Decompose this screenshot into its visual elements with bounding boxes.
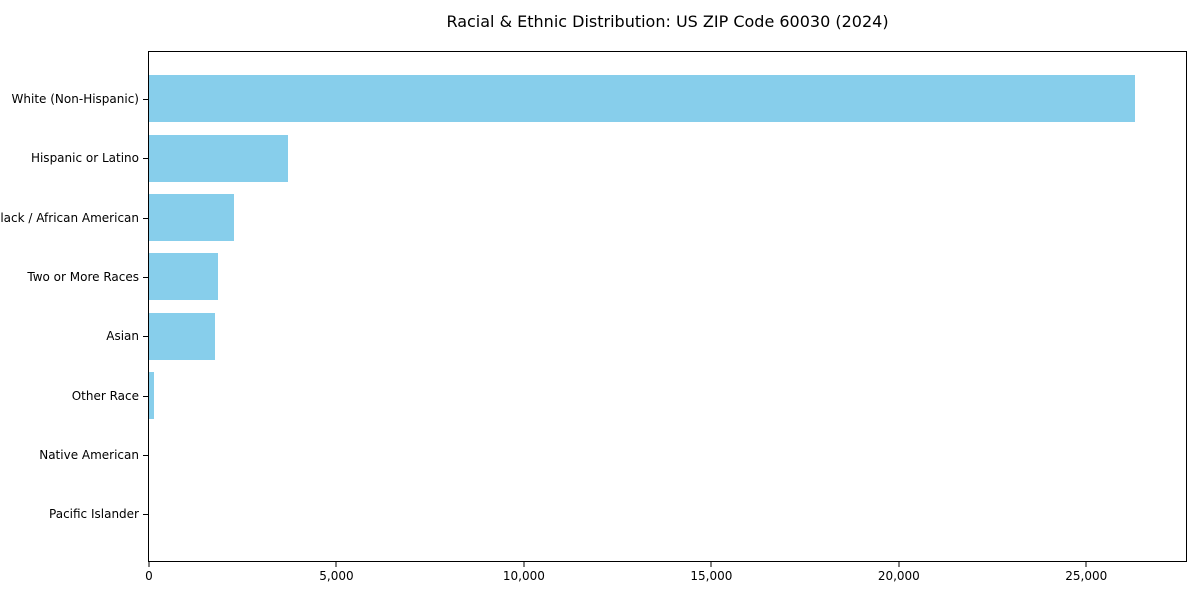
bar-row-two-or-more-races: Two or More Races xyxy=(27,247,1186,306)
x-axis-tick-label: 5,000 xyxy=(319,569,354,583)
x-axis-tick xyxy=(523,562,525,567)
y-axis-label: Two or More Races xyxy=(27,269,139,284)
y-axis-tick xyxy=(143,217,148,219)
y-axis-tick xyxy=(143,158,148,160)
bar-row-pacific-islander: Pacific Islander xyxy=(49,485,1186,544)
bar-row-hispanic-or-latino: Hispanic or Latino xyxy=(31,129,1186,188)
y-axis-label: Pacific Islander xyxy=(49,507,139,522)
bar-white-non-hispanic xyxy=(149,75,1135,123)
bar-hispanic-or-latino xyxy=(149,134,289,182)
x-axis-tick-label: 25,000 xyxy=(1065,569,1108,583)
y-axis-label: Other Race xyxy=(71,388,139,403)
bar-row-asian: Asian xyxy=(106,307,1186,366)
chart-title: Racial & Ethnic Distribution: US ZIP Cod… xyxy=(446,12,889,31)
x-axis-tick-label: 10,000 xyxy=(502,569,545,583)
y-axis-label: Native American xyxy=(39,447,139,462)
y-axis-tick xyxy=(143,395,148,397)
y-axis-tick xyxy=(143,454,148,456)
bar-row-native-american: Native American xyxy=(39,425,1186,484)
x-axis-tick xyxy=(898,562,900,567)
y-axis-tick xyxy=(143,336,148,338)
x-axis-tick xyxy=(710,562,712,567)
y-axis-tick xyxy=(143,514,148,516)
y-axis-tick xyxy=(143,276,148,278)
y-axis-label: Hispanic or Latino xyxy=(30,151,139,166)
bar-row-white-non-hispanic: White (Non-Hispanic) xyxy=(12,69,1186,128)
y-axis-label: White (Non-Hispanic) xyxy=(11,91,139,106)
x-axis-tick xyxy=(148,562,150,567)
bar-two-or-more-races xyxy=(149,253,218,301)
bar-row-black-african-american: Black / African American xyxy=(0,188,1186,247)
x-axis-tick-label: 0 xyxy=(145,569,153,583)
y-axis-tick xyxy=(143,98,148,100)
x-axis-tick-label: 20,000 xyxy=(877,569,920,583)
bar-asian xyxy=(149,312,215,360)
bar-other-race xyxy=(149,372,154,420)
y-axis-label: Asian xyxy=(106,329,139,344)
plot-area: White (Non-Hispanic) Hispanic or Latino Bl… xyxy=(0,51,1187,583)
x-axis-tick xyxy=(335,562,337,567)
bar-black-african-american xyxy=(149,194,234,242)
x-axis-tick-label: 15,000 xyxy=(690,569,733,583)
x-axis-tick xyxy=(1085,562,1087,567)
bar-row-other-race: Other Race xyxy=(72,366,1186,425)
y-axis-label: Black / African American xyxy=(0,210,139,225)
